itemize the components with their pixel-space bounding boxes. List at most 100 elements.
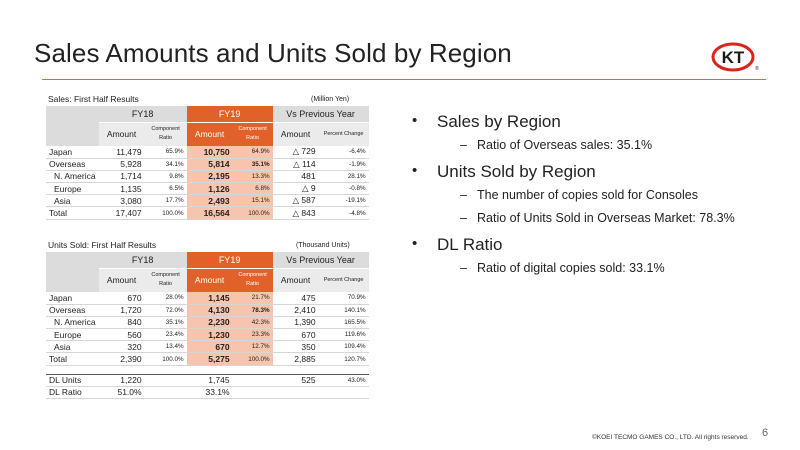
row-label: DL Units <box>46 374 99 387</box>
vs-amount-cell: △ 9 <box>272 182 319 196</box>
fy18-ratio-cell: 6.5% <box>144 182 187 196</box>
page-number: 6 <box>762 427 769 439</box>
row-label: Europe <box>46 182 99 196</box>
spacer-cell <box>46 365 99 375</box>
fy19-amount-cell: 16,564 <box>186 206 233 220</box>
row-label: N. America <box>46 170 99 184</box>
table-row: DL Units 1,220 1,745 525 43.0% <box>46 374 369 387</box>
fy18-ratio-cell: 35.1% <box>144 316 187 330</box>
fy18-ratio-cell: 9.8% <box>144 170 187 184</box>
fy18-ratio-cell: 13.4% <box>144 340 187 354</box>
table-spacer <box>46 365 369 375</box>
vs-amount-cell: △ 729 <box>272 146 319 159</box>
vs-percent-cell: -19.1% <box>318 194 369 208</box>
fy19-amount-cell: 5,275 <box>186 352 233 366</box>
fy19-amount-cell: 1,126 <box>186 182 233 196</box>
fy18-amount-cell: 1,714 <box>98 170 145 184</box>
fy19-ratio-cell: 15.1% <box>232 194 273 208</box>
fy18-amount-cell: 1,720 <box>98 304 145 317</box>
sub-bullet: The number of copies sold for Consoles <box>437 188 735 202</box>
fy18-ratio-cell: 23.4% <box>144 328 187 342</box>
table-row: DL Ratio 51.0% 33.1% <box>46 386 369 400</box>
vs-amount-cell: △ 114 <box>272 158 319 171</box>
empty-cell <box>272 386 319 400</box>
vs-percent-cell: 70.9% <box>318 292 369 305</box>
bullet-units-sold-by-region: Units Sold by Region The number of copie… <box>412 162 735 225</box>
fy18-amount-cell: 320 <box>98 340 145 354</box>
fy18-amount-cell: 560 <box>98 328 145 342</box>
fy18-amount-cell: 1,220 <box>98 374 145 387</box>
table-row: Asia 3,080 17.7% 2,493 15.1% △ 587 -19.1% <box>46 194 369 208</box>
header-percent-change: Percent Change <box>318 268 369 292</box>
row-label: Japan <box>46 146 99 159</box>
fy18-ratio-cell: 34.1% <box>144 158 187 171</box>
fy19-ratio-cell: 78.3% <box>232 304 273 317</box>
vs-percent-cell: 119.6% <box>318 328 369 342</box>
fy18-amount-cell: 3,080 <box>98 194 145 208</box>
header-component-ratio: Component Ratio <box>144 268 187 292</box>
row-label: Overseas <box>46 158 99 171</box>
units-table-unit: (Thousand Units) <box>296 242 350 249</box>
sub-bullet: Ratio of digital copies sold: 33.1% <box>437 261 735 275</box>
fy18-amount-cell: 670 <box>98 292 145 305</box>
fy18-ratio-cell: 65.9% <box>144 146 187 159</box>
spacer-cell <box>98 365 145 375</box>
row-label: Asia <box>46 194 99 208</box>
header-amount: Amount <box>186 122 233 146</box>
fy19-ratio-cell: 21.7% <box>232 292 273 305</box>
sales-table: FY18 FY19 Vs Previous Year Amount Compon… <box>46 106 369 220</box>
vs-percent-cell: 109.4% <box>318 340 369 354</box>
fy19-amount-cell: 33.1% <box>186 386 233 400</box>
fy19-amount-cell: 2,195 <box>186 170 233 184</box>
table-row: Overseas 5,928 34.1% 5,814 35.1% △ 114 -1.9% <box>46 158 369 171</box>
fy19-amount-cell: 670 <box>186 340 233 354</box>
row-label: Overseas <box>46 304 99 317</box>
fy19-amount-cell: 2,230 <box>186 316 233 330</box>
sales-table-unit: (Million Yen) <box>311 96 350 103</box>
vs-amount-cell: 525 <box>272 374 319 387</box>
empty-cell <box>232 386 273 400</box>
fy18-amount-cell: 1,135 <box>98 182 145 196</box>
vs-percent-cell: 165.5% <box>318 316 369 330</box>
empty-cell <box>232 374 273 387</box>
vs-percent-cell: -6.4% <box>318 146 369 159</box>
spacer-cell <box>232 365 273 375</box>
vs-percent-cell: -4.8% <box>318 206 369 220</box>
header-percent-change: Percent Change <box>318 122 369 146</box>
fy19-amount-cell: 10,750 <box>186 146 233 159</box>
fy19-amount-cell: 1,745 <box>186 374 233 387</box>
table-row: Europe 560 23.4% 1,230 23.3% 670 119.6% <box>46 328 369 342</box>
copyright-text: ©KOEI TECMO GAMES CO., LTD. All rights r… <box>592 434 749 441</box>
fy18-amount-cell: 840 <box>98 316 145 330</box>
header-amount: Amount <box>272 122 319 146</box>
vs-percent-cell: 43.0% <box>318 374 369 387</box>
row-label: N. America <box>46 316 99 330</box>
header-amount: Amount <box>186 268 233 292</box>
header-amount: Amount <box>272 268 319 292</box>
fy19-ratio-cell: 42.3% <box>232 316 273 330</box>
fy19-amount-cell: 1,230 <box>186 328 233 342</box>
vs-amount-cell: 1,390 <box>272 316 319 330</box>
spacer-cell <box>318 365 369 375</box>
fy19-amount-cell: 1,145 <box>186 292 233 305</box>
sales-table-caption: Sales: First Half Results <box>48 94 139 104</box>
table-row: Overseas 1,720 72.0% 4,130 78.3% 2,410 140.1% <box>46 304 369 317</box>
bullet-sales-by-region: Sales by Region Ratio of Overseas sales:… <box>412 112 735 152</box>
fy18-ratio-cell: 100.0% <box>144 352 187 366</box>
row-label: Asia <box>46 340 99 354</box>
fy19-ratio-cell: 13.3% <box>232 170 273 184</box>
fy18-amount-cell: 11,479 <box>98 146 145 159</box>
header-amount: Amount <box>98 122 145 146</box>
vs-percent-cell: -1.9% <box>318 158 369 171</box>
fy19-ratio-cell: 100.0% <box>232 352 273 366</box>
vs-amount-cell: △ 843 <box>272 206 319 220</box>
vs-percent-cell: -0.8% <box>318 182 369 196</box>
empty-cell <box>144 386 187 400</box>
table-row: Asia 320 13.4% 670 12.7% 350 109.4% <box>46 340 369 354</box>
fy19-amount-cell: 4,130 <box>186 304 233 317</box>
vs-amount-cell: 350 <box>272 340 319 354</box>
svg-text:KT: KT <box>722 48 745 67</box>
vs-amount-cell: 670 <box>272 328 319 342</box>
fy18-amount-cell: 51.0% <box>98 386 145 400</box>
fy18-ratio-cell: 17.7% <box>144 194 187 208</box>
